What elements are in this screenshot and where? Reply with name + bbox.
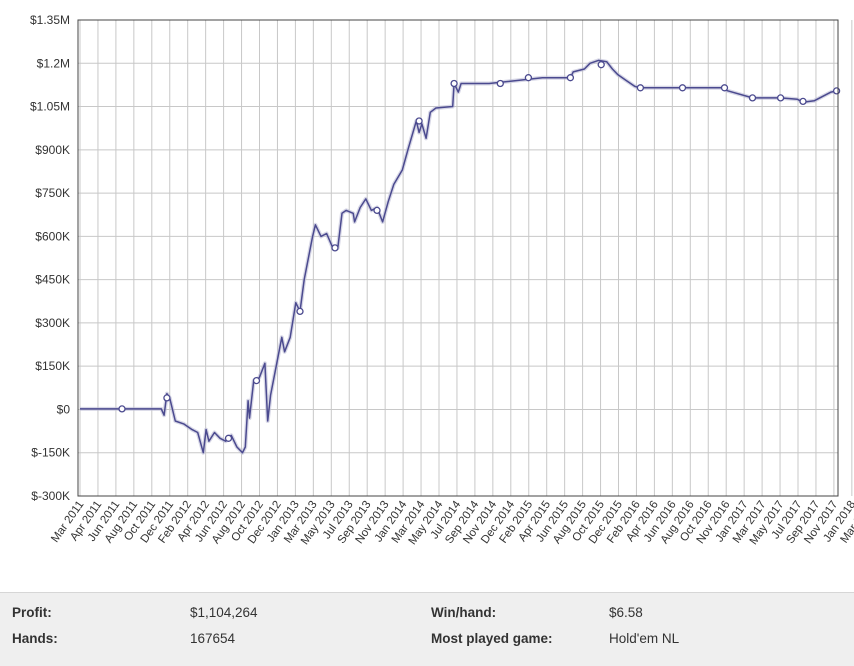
series-point bbox=[776, 94, 785, 102]
series-point bbox=[636, 84, 645, 92]
y-tick-label: $1.35M bbox=[30, 13, 70, 27]
series-point bbox=[450, 79, 458, 88]
plot-background bbox=[78, 20, 838, 496]
series-point bbox=[566, 74, 575, 82]
y-tick-label: $0 bbox=[57, 402, 71, 416]
series-point bbox=[496, 79, 504, 88]
y-tick-label: $750K bbox=[35, 186, 70, 200]
y-tick-label: $-150K bbox=[31, 446, 70, 460]
series-point bbox=[524, 74, 533, 82]
plot-border bbox=[77, 19, 839, 497]
series-point bbox=[296, 307, 304, 316]
series-point bbox=[163, 394, 171, 402]
y-tick-label: $1.05M bbox=[30, 100, 70, 114]
chart-svg: $-300K $-150K $0 $150K $300K $450K $600K $750K $… bbox=[30, 13, 854, 547]
y-tick-label: $300K bbox=[35, 316, 70, 330]
y-tick-label: $-300K bbox=[31, 489, 70, 503]
series-point bbox=[373, 206, 381, 215]
series-point bbox=[832, 87, 841, 95]
series-point bbox=[252, 376, 261, 385]
win-per-hand-label: Win/hand: bbox=[431, 605, 497, 620]
y-tick-label: $600K bbox=[35, 229, 70, 243]
y-tick-label: $450K bbox=[35, 273, 70, 287]
series-point bbox=[415, 117, 423, 125]
y-tick-label: $150K bbox=[35, 359, 70, 373]
series-point bbox=[799, 97, 807, 106]
series-line bbox=[80, 59, 837, 454]
most-played-game-label: Most played game: bbox=[431, 631, 553, 646]
hands-value: 167654 bbox=[190, 631, 236, 646]
profit-chart: $-300K $-150K $0 $150K $300K $450K $600K $750K $… bbox=[30, 13, 854, 547]
most-played-game-value: Hold'em NL bbox=[609, 631, 680, 646]
y-tick-label: $1.2M bbox=[37, 56, 70, 70]
series-point bbox=[748, 94, 757, 102]
hands-label: Hands: bbox=[12, 631, 58, 646]
series-point bbox=[678, 84, 687, 92]
y-tick-label: $900K bbox=[35, 143, 70, 157]
series-point bbox=[224, 434, 233, 442]
y-axis-ticks: $-300K $-150K $0 $150K $300K $450K $600K $750K $… bbox=[30, 13, 70, 503]
grid bbox=[78, 19, 853, 497]
profit-label: Profit: bbox=[12, 605, 52, 620]
series-point bbox=[331, 244, 339, 252]
series-point bbox=[118, 405, 126, 413]
series-point bbox=[720, 84, 729, 92]
stats-panel: Profit: $1,104,264 Hands: 167654 Win/han… bbox=[0, 592, 854, 666]
win-per-hand-value: $6.58 bbox=[609, 605, 643, 620]
profit-value: $1,104,264 bbox=[190, 605, 258, 620]
series-point bbox=[597, 61, 605, 69]
